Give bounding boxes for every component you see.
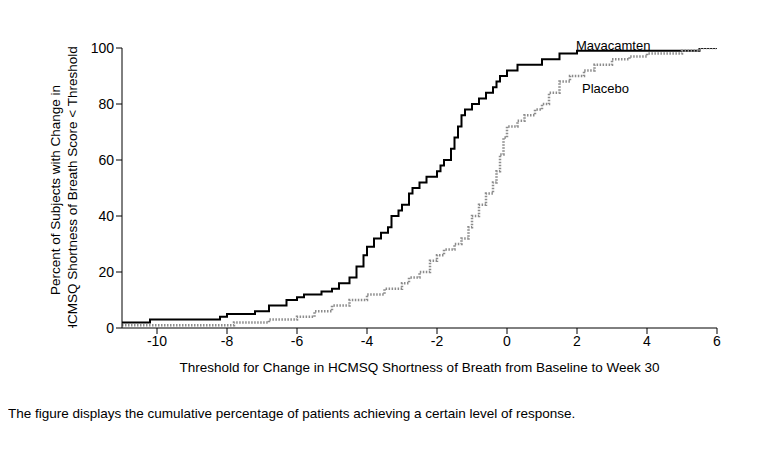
svg-text:4: 4	[643, 333, 651, 349]
svg-text:Percent of Subjects with Chang: Percent of Subjects with Change in	[48, 85, 63, 295]
svg-text:Threshold for Change in HCMSQ: Threshold for Change in HCMSQ Shortness …	[180, 360, 660, 375]
html-text:Mavacamten: Mavacamten	[576, 38, 651, 53]
svg-text:-2: -2	[431, 333, 444, 349]
svg-text:80: 80	[98, 96, 114, 112]
svg-text:-10: -10	[147, 333, 167, 349]
svg-text:6: 6	[713, 333, 721, 349]
svg-text:HCMSQ Shortness of Breath Scor: HCMSQ Shortness of Breath Score < Thresh…	[65, 46, 80, 328]
svg-text:0: 0	[503, 333, 511, 349]
html-text:Placebo: Placebo	[582, 81, 629, 96]
svg-text:-8: -8	[221, 333, 234, 349]
html-text:The figure displays the cumula: The figure displays the cumulative perce…	[8, 406, 576, 421]
svg-text:-6: -6	[291, 333, 304, 349]
svg-text:20: 20	[98, 264, 114, 280]
svg-text:60: 60	[98, 152, 114, 168]
svg-text:2: 2	[573, 333, 581, 349]
svg-text:40: 40	[98, 208, 114, 224]
svg-text:100: 100	[91, 40, 115, 56]
svg-text:0: 0	[106, 320, 114, 336]
svg-text:-4: -4	[361, 333, 374, 349]
